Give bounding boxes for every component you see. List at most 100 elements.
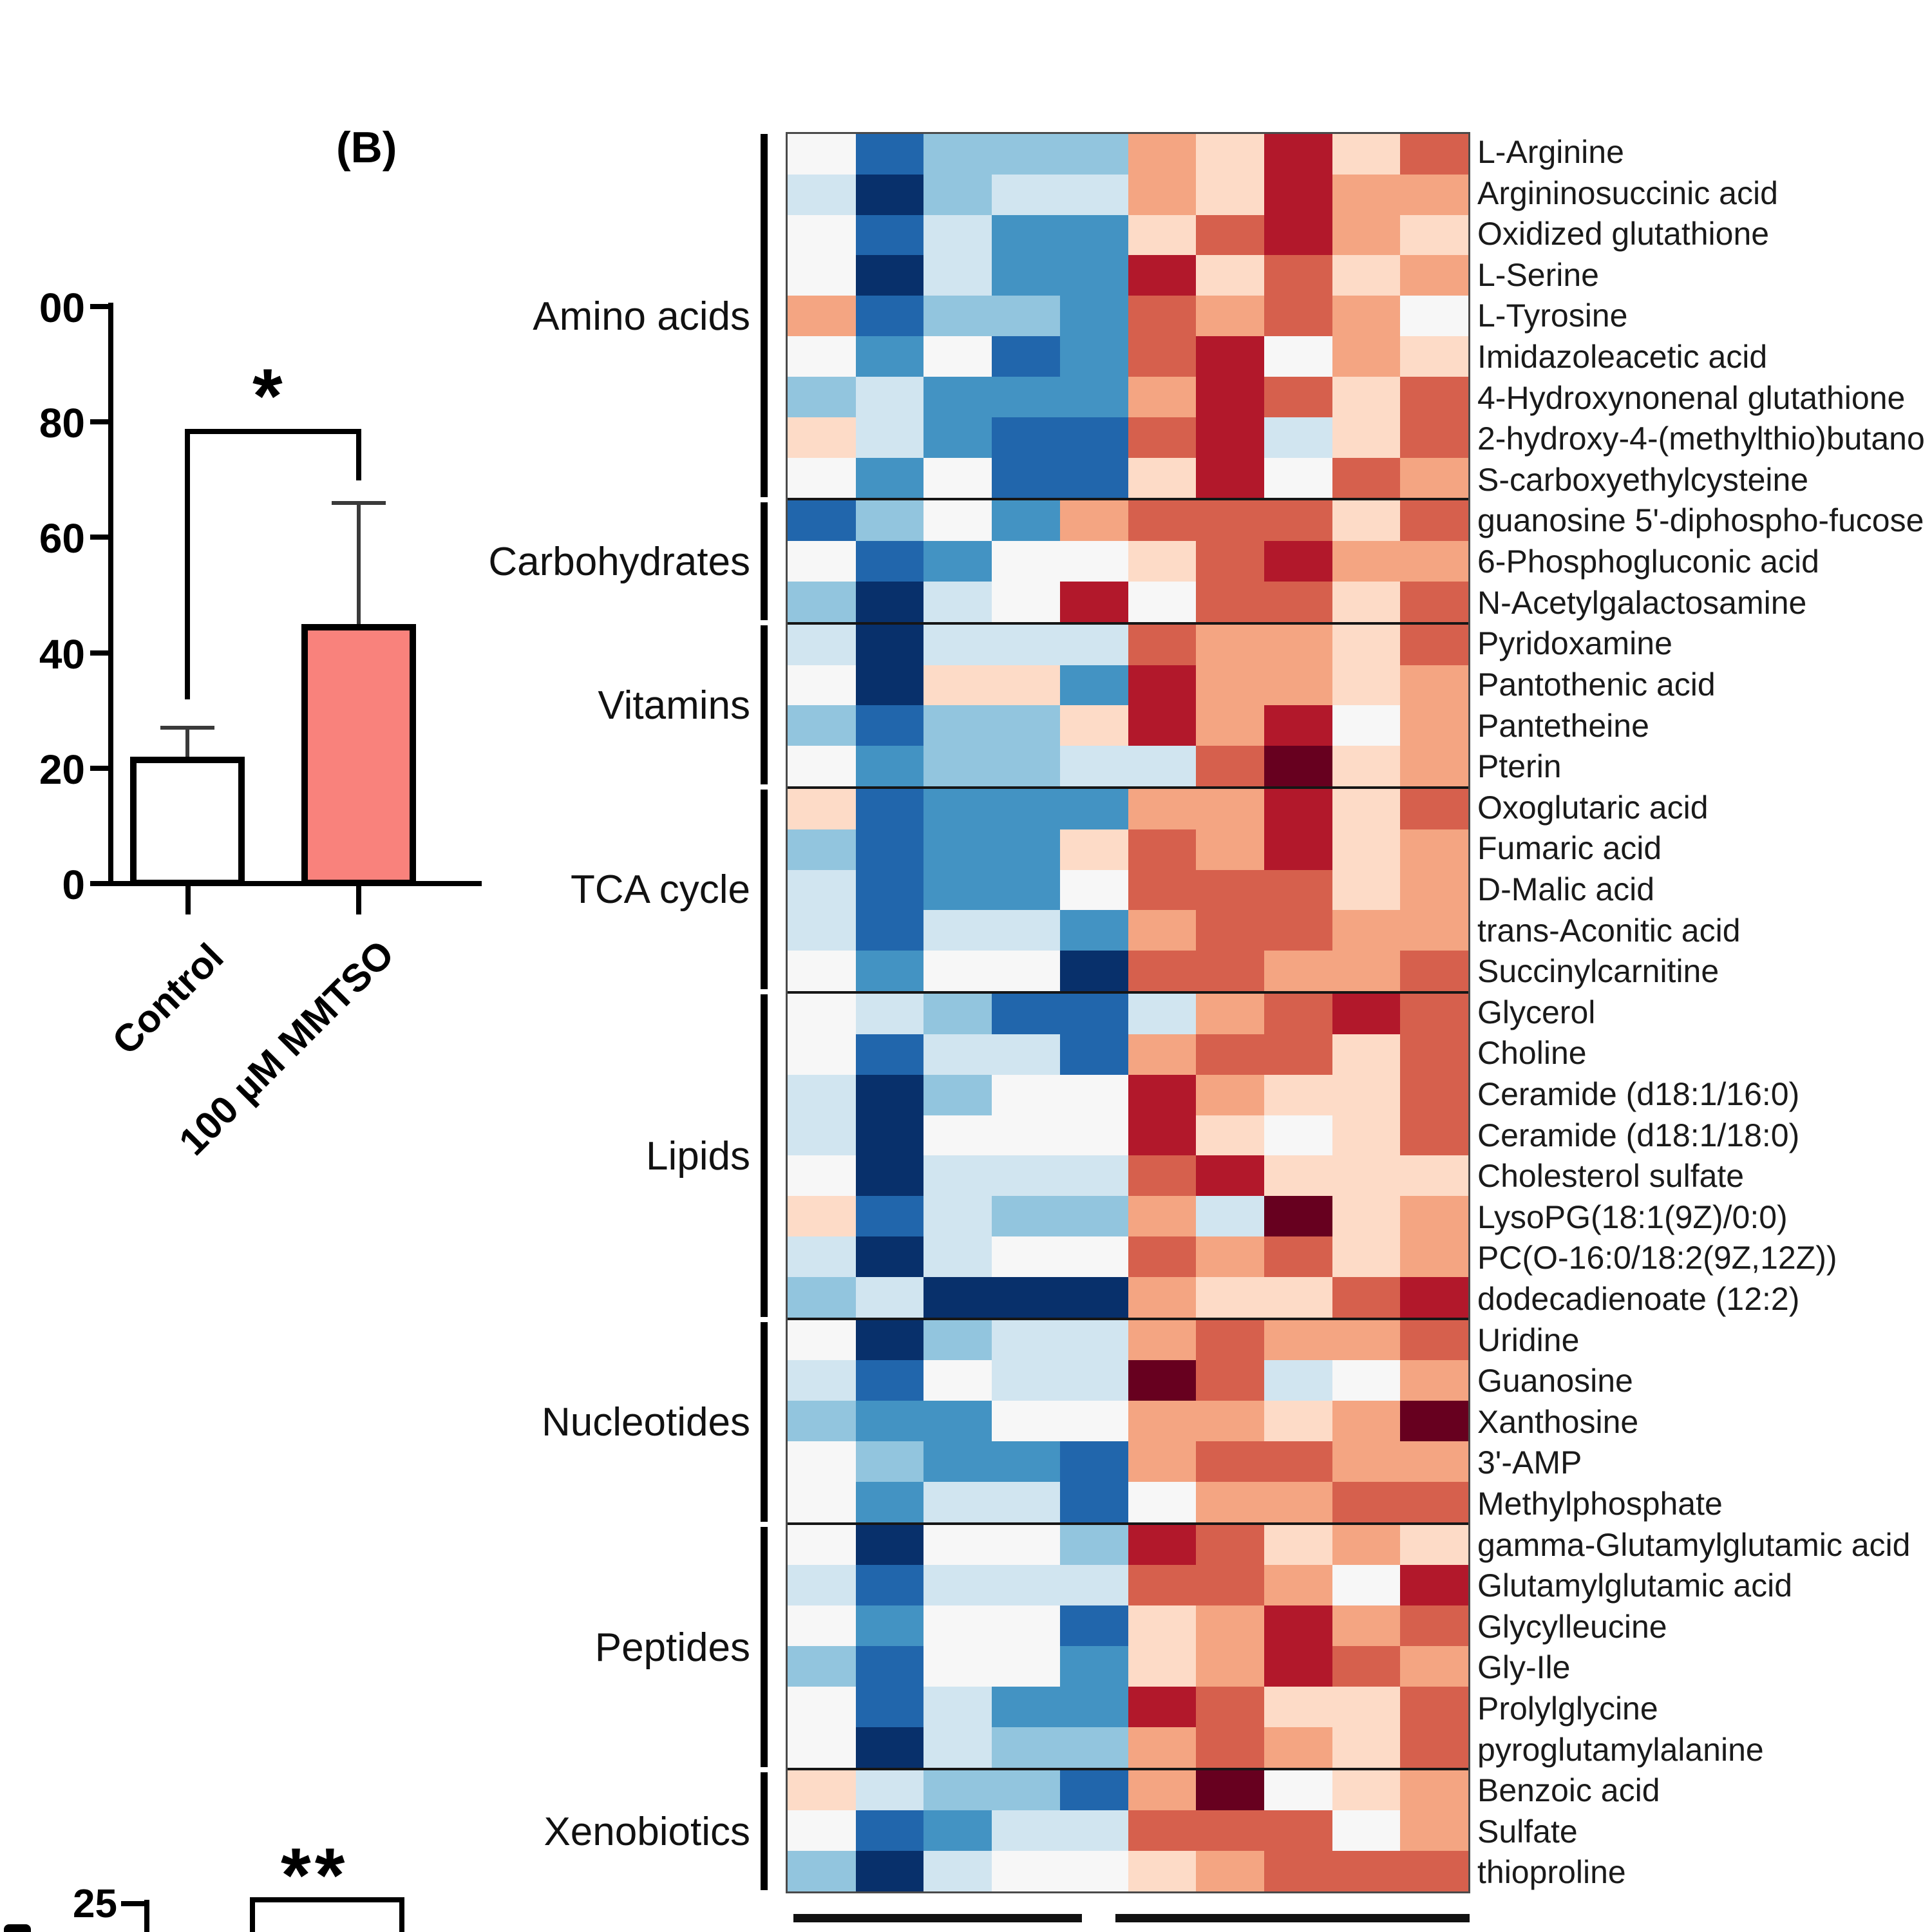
heatmap-row	[788, 214, 1469, 256]
barchart-y-tick	[90, 766, 109, 771]
heatmap-cell	[1196, 1115, 1264, 1156]
metabolite-label: D-Malic acid	[1477, 871, 1655, 907]
heatmap-cell	[1332, 1401, 1401, 1441]
error-bar-cap	[160, 726, 214, 730]
heatmap-cell	[1264, 255, 1332, 296]
heatmap-cell	[855, 214, 924, 256]
heatmap-cell	[855, 1686, 924, 1727]
heatmap-cell	[788, 951, 856, 992]
heatmap-cell	[1059, 255, 1128, 296]
metabolite-label: N-Acetylgalactosamine	[1477, 584, 1807, 621]
heatmap-cell	[1264, 1605, 1332, 1647]
heatmap-cell	[1196, 255, 1264, 296]
metabolite-label: Sulfate	[1477, 1813, 1578, 1850]
heatmap-row	[788, 1770, 1469, 1811]
heatmap-cell	[1332, 1074, 1401, 1115]
heatmap-cell	[855, 910, 924, 951]
heatmap-cell	[1128, 1524, 1197, 1566]
heatmap-cell	[855, 1155, 924, 1197]
heatmap-cell	[788, 746, 856, 786]
heatmap-cell	[923, 869, 992, 911]
heatmap-cell	[788, 1155, 856, 1197]
heatmap-cell	[1400, 1276, 1469, 1318]
heatmap-cell	[1128, 1360, 1197, 1401]
heatmap-cell	[1196, 1074, 1264, 1115]
significance-bracket-top	[185, 429, 361, 434]
category-label-lipids: Lipids	[646, 1133, 750, 1179]
heatmap-cell	[1264, 1851, 1332, 1891]
heatmap-cell	[1196, 1481, 1264, 1522]
heatmap-cell	[923, 829, 992, 870]
barchart-y-tick-label: 60	[39, 515, 85, 562]
heatmap-cell	[992, 255, 1060, 296]
metabolite-label: trans-Aconitic acid	[1477, 912, 1741, 949]
heatmap-cell	[1059, 951, 1128, 992]
heatmap-cell	[788, 214, 856, 256]
metabolite-label: thioproline	[1477, 1854, 1626, 1891]
heatmap-cell	[1264, 1810, 1332, 1852]
metabolite-label: Pyridoxamine	[1477, 625, 1672, 662]
metabolite-label: Pantetheine	[1477, 707, 1649, 744]
heatmap-cell	[855, 1034, 924, 1075]
heatmap-cell	[1332, 376, 1401, 417]
heatmap-cell	[855, 869, 924, 911]
barchart-y-tick-label: 40	[39, 631, 85, 677]
heatmap-cell	[1400, 1360, 1469, 1401]
metabolite-label: Oxidized glutathione	[1477, 216, 1770, 252]
heatmap-cell	[1264, 541, 1332, 582]
heatmap-cell	[1196, 1727, 1264, 1768]
heatmap-cell	[1128, 255, 1197, 296]
heatmap-cell	[1264, 705, 1332, 746]
heatmap-row	[788, 1481, 1469, 1525]
heatmap-cell	[1332, 1481, 1401, 1522]
heatmap-row	[788, 255, 1469, 296]
heatmap-cell	[992, 705, 1060, 746]
metabolite-label: Cholesterol sulfate	[1477, 1158, 1745, 1195]
heatmap-cell	[1264, 1686, 1332, 1727]
heatmap-cell	[923, 255, 992, 296]
heatmap-cell	[788, 624, 856, 665]
category-label-nucleotides: Nucleotides	[542, 1400, 750, 1445]
heatmap-cell	[1264, 910, 1332, 951]
heatmap-cell	[923, 1770, 992, 1811]
barchart-y-tick	[90, 881, 109, 886]
heatmap-cell	[1400, 1401, 1469, 1441]
barchart-y-axis	[108, 303, 113, 886]
heatmap-cell	[1332, 214, 1401, 256]
heatmap-cell	[1196, 951, 1264, 992]
heatmap-cell	[1128, 1565, 1197, 1606]
heatmap-cell	[992, 174, 1060, 215]
heatmap-cell	[1059, 1360, 1128, 1401]
heatmap-cell	[992, 1646, 1060, 1687]
heatmap-cell	[1264, 1401, 1332, 1441]
partial-chart-bracket-left-leg	[250, 1897, 255, 1932]
heatmap-cell	[1400, 789, 1469, 829]
heatmap-cell	[1128, 1686, 1197, 1727]
heatmap-cell	[1400, 746, 1469, 786]
heatmap-cell	[1196, 910, 1264, 951]
heatmap-cell	[1128, 500, 1197, 542]
heatmap-cell	[1128, 1320, 1197, 1361]
heatmap-row	[788, 1074, 1469, 1115]
heatmap-cell	[788, 1810, 856, 1852]
heatmap-cell	[1128, 134, 1197, 175]
barchart-x-tick-control	[185, 886, 191, 914]
heatmap-cell	[1400, 1851, 1469, 1891]
heatmap-cell	[1059, 1851, 1128, 1891]
heatmap-cell	[788, 1441, 856, 1482]
heatmap-cell	[1400, 1646, 1469, 1687]
heatmap-cell	[1128, 417, 1197, 458]
heatmap-cell	[1196, 829, 1264, 870]
heatmap-cell	[1196, 376, 1264, 417]
heatmap-cell	[855, 1646, 924, 1687]
heatmap-cell	[855, 1276, 924, 1318]
heatmap-cell	[855, 705, 924, 746]
significance-bracket-left-leg	[185, 429, 190, 699]
heatmap-cell	[1196, 994, 1264, 1034]
metabolite-label: 4-Hydroxynonenal glutathione	[1477, 379, 1906, 416]
heatmap-cell	[1400, 1115, 1469, 1156]
metabolite-label: Glutamylglutamic acid	[1477, 1567, 1793, 1604]
heatmap-cell	[855, 174, 924, 215]
heatmap-cell	[1332, 789, 1401, 829]
heatmap-cell	[1059, 746, 1128, 786]
